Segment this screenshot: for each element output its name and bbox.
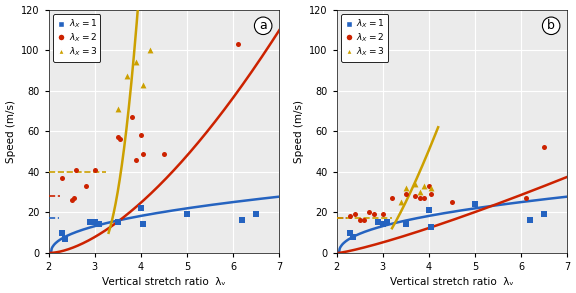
Point bbox=[90, 167, 100, 172]
Point bbox=[411, 194, 420, 198]
Point bbox=[401, 222, 411, 227]
Point bbox=[113, 135, 123, 140]
Point bbox=[360, 218, 369, 223]
Point bbox=[526, 218, 535, 223]
Point bbox=[183, 212, 192, 217]
Point bbox=[348, 234, 357, 239]
X-axis label: Vertical stretch ratio  λᵥ: Vertical stretch ratio λᵥ bbox=[390, 277, 514, 287]
Point bbox=[415, 196, 425, 200]
Point bbox=[378, 212, 388, 217]
Point bbox=[58, 230, 67, 235]
Y-axis label: Speed (m/s): Speed (m/s) bbox=[6, 100, 16, 163]
Point bbox=[350, 212, 359, 217]
Point bbox=[132, 157, 141, 162]
Point bbox=[521, 196, 530, 200]
Point bbox=[137, 133, 146, 138]
Point bbox=[233, 42, 242, 46]
Point bbox=[127, 115, 137, 119]
Point bbox=[427, 224, 436, 229]
Point bbox=[401, 186, 411, 190]
Point bbox=[427, 186, 436, 190]
Point bbox=[238, 218, 247, 223]
Point bbox=[116, 137, 125, 142]
Point bbox=[95, 222, 104, 227]
Point bbox=[69, 196, 78, 200]
Point bbox=[378, 222, 388, 227]
Point bbox=[420, 184, 429, 188]
Point bbox=[411, 182, 420, 186]
Point bbox=[252, 212, 261, 217]
Point bbox=[139, 151, 148, 156]
Text: b: b bbox=[547, 19, 555, 32]
Point bbox=[90, 220, 100, 225]
Point bbox=[139, 222, 148, 227]
Point bbox=[58, 176, 67, 180]
Point bbox=[425, 184, 434, 188]
Point bbox=[346, 214, 355, 219]
Y-axis label: Speed (m/s): Speed (m/s) bbox=[294, 100, 304, 163]
X-axis label: Vertical stretch ratio  λᵥ: Vertical stretch ratio λᵥ bbox=[102, 277, 226, 287]
Point bbox=[355, 218, 364, 223]
Point bbox=[383, 220, 392, 225]
Point bbox=[427, 192, 436, 196]
Point bbox=[369, 212, 378, 217]
Point bbox=[346, 230, 355, 235]
Point bbox=[365, 210, 374, 215]
Point bbox=[72, 167, 81, 172]
Point bbox=[420, 196, 429, 200]
Legend: $\lambda_X=1$, $\lambda_X=2$, $\lambda_X=3$: $\lambda_X=1$, $\lambda_X=2$, $\lambda_X… bbox=[53, 14, 100, 62]
Point bbox=[123, 74, 132, 79]
Point bbox=[415, 190, 425, 194]
Point bbox=[86, 220, 95, 225]
Point bbox=[137, 206, 146, 211]
Point bbox=[397, 200, 406, 205]
Point bbox=[81, 184, 90, 188]
Legend: $\lambda_X=1$, $\lambda_X=2$, $\lambda_X=3$: $\lambda_X=1$, $\lambda_X=2$, $\lambda_X… bbox=[341, 14, 388, 62]
Point bbox=[388, 196, 397, 200]
Text: a: a bbox=[259, 19, 267, 32]
Point bbox=[448, 200, 457, 205]
Point bbox=[540, 212, 549, 217]
Point bbox=[540, 145, 549, 150]
Point bbox=[374, 220, 383, 225]
Point bbox=[132, 60, 141, 65]
Point bbox=[471, 202, 480, 207]
Point bbox=[60, 236, 69, 241]
Point bbox=[113, 220, 123, 225]
Point bbox=[67, 198, 76, 202]
Point bbox=[425, 208, 434, 213]
Point bbox=[401, 192, 411, 196]
Point bbox=[146, 48, 155, 52]
Point bbox=[139, 82, 148, 87]
Point bbox=[113, 107, 123, 111]
Point bbox=[160, 151, 169, 156]
